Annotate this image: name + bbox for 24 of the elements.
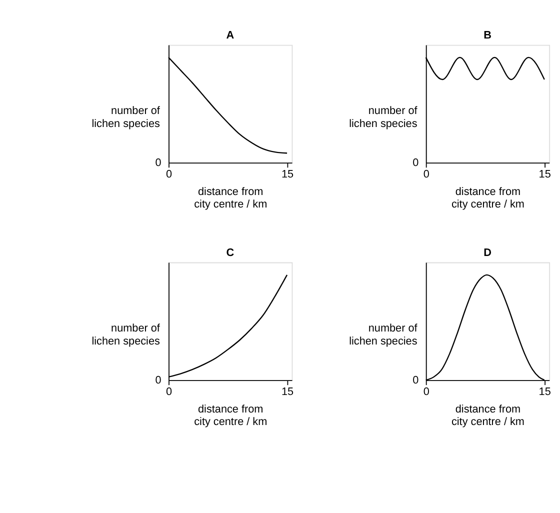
x-tick-label: 0	[166, 386, 172, 398]
x-tick-label: 0	[423, 168, 430, 181]
x-tick-label: 15	[538, 386, 551, 398]
x-axis-title: distance from city centre / km	[194, 186, 268, 210]
x-axis-title: distance from city centre / km	[451, 186, 524, 210]
text: 0	[155, 374, 162, 387]
text: 0	[155, 157, 162, 170]
chart-title: C	[226, 246, 234, 259]
y-axis-title: number of lichen species	[349, 322, 418, 348]
chart-title: B	[484, 29, 492, 42]
x-tick-label: 15	[281, 386, 294, 398]
y-axis-title: number of lichen species	[349, 105, 418, 130]
chart-title: D	[484, 246, 492, 259]
x-tick-label: 0	[166, 168, 172, 181]
chart-title: A	[226, 29, 234, 42]
x-tick-label: 15	[538, 168, 551, 181]
text: 0	[412, 157, 419, 170]
x-tick-label: 15	[281, 168, 294, 181]
text: 0	[412, 374, 419, 387]
y-axis-title: number of lichen species	[92, 105, 161, 130]
x-axis-title: distance from city centre / km	[194, 403, 268, 428]
x-tick-label: 0	[423, 386, 430, 398]
x-axis-title: distance from city centre / km	[451, 403, 524, 428]
y-axis-title: number of lichen species	[92, 322, 161, 348]
